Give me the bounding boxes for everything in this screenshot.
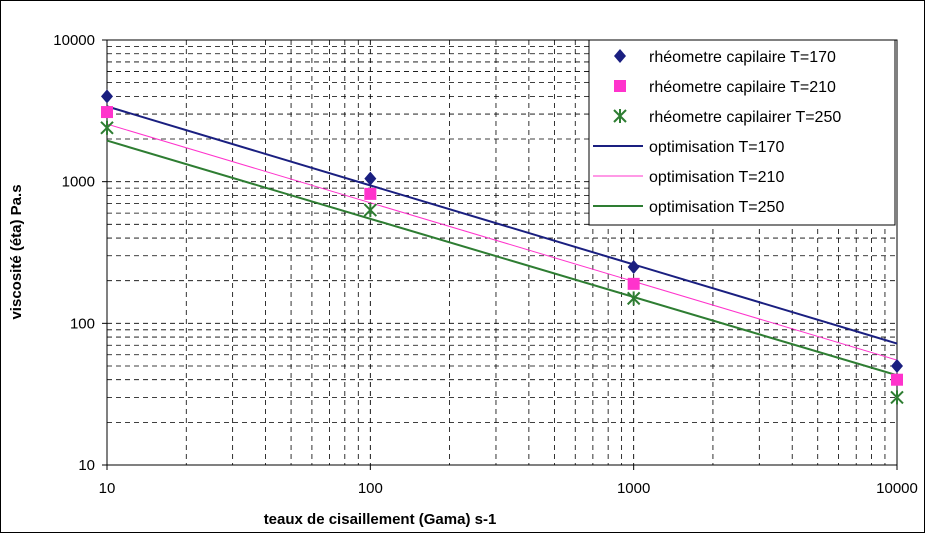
data-point-series-0 bbox=[891, 358, 903, 373]
y-tick-label: 10 bbox=[78, 457, 95, 474]
axis-ticks: 10 100 1000 10000 10 100 1000 10000 bbox=[53, 32, 918, 497]
data-point-series-2 bbox=[100, 120, 114, 135]
x-tick-label: 10000 bbox=[876, 480, 918, 497]
series-line-3 bbox=[106, 105, 898, 345]
x-tick-label: 10 bbox=[99, 480, 116, 497]
legend-label: rhéometre capilaire T=210 bbox=[649, 79, 836, 96]
legend-marker bbox=[614, 80, 626, 92]
legend-label: rhéometre capilairer T=250 bbox=[649, 109, 841, 126]
y-tick-label: 100 bbox=[70, 315, 95, 332]
legend-label: rhéometre capilaire T=170 bbox=[649, 49, 836, 66]
data-point-series-1 bbox=[101, 106, 113, 119]
legend-marker bbox=[614, 49, 626, 63]
legend: rhéometre capilaire T=170 rhéometre capil… bbox=[588, 39, 896, 226]
series-line-5 bbox=[106, 139, 898, 377]
data-point-series-0 bbox=[627, 259, 640, 274]
data-point-series-2 bbox=[890, 390, 904, 405]
data-point-series-2 bbox=[626, 291, 641, 306]
x-axis-label: teaux de cisaillement (Gama) s-1 bbox=[264, 511, 497, 528]
legend-label: optimisation T=250 bbox=[649, 199, 784, 216]
x-tick-label: 1000 bbox=[617, 480, 650, 497]
data-point-series-0 bbox=[364, 171, 377, 186]
data-point-series-1 bbox=[364, 187, 377, 200]
legend-marker bbox=[613, 109, 627, 123]
legend-label: optimisation T=170 bbox=[649, 139, 784, 156]
legend-label: optimisation T=210 bbox=[649, 169, 784, 186]
legend-box bbox=[588, 39, 896, 226]
y-tick-label: 1000 bbox=[62, 174, 95, 191]
y-axis-label: viscosité (éta) Pa.s bbox=[8, 184, 25, 319]
data-point-series-2 bbox=[363, 203, 378, 218]
data-point-series-1 bbox=[627, 277, 640, 290]
data-point-series-0 bbox=[101, 89, 113, 104]
plot-area-frame bbox=[106, 39, 898, 466]
x-tick-label: 100 bbox=[358, 480, 383, 497]
data-point-series-1 bbox=[891, 373, 903, 386]
y-tick-label: 10000 bbox=[53, 32, 95, 49]
series-line-4 bbox=[106, 123, 898, 361]
series-layer bbox=[100, 89, 904, 405]
